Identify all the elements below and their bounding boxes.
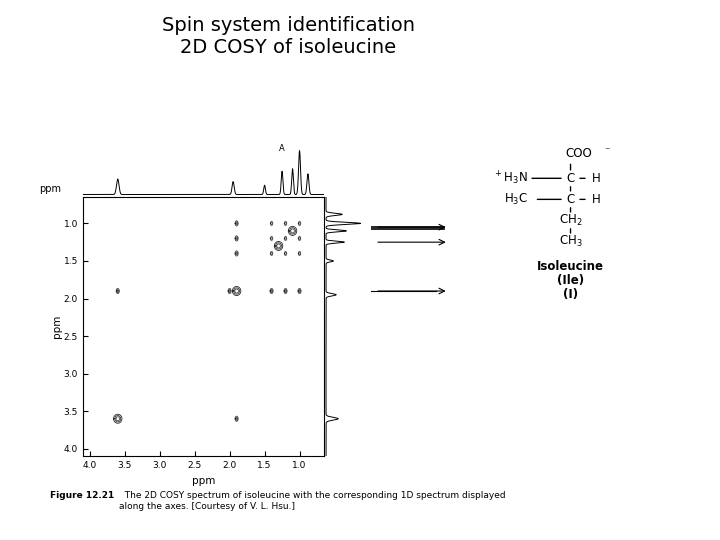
Text: C: C (567, 172, 575, 185)
Text: $^+$H$_3$N: $^+$H$_3$N (493, 170, 528, 187)
Text: Figure 12.21: Figure 12.21 (50, 491, 114, 501)
Text: ppm: ppm (40, 184, 61, 194)
Y-axis label: ppm: ppm (52, 315, 62, 339)
Text: H$_3$C: H$_3$C (504, 192, 528, 207)
Text: ⁻: ⁻ (604, 147, 609, 157)
Text: (Ile): (Ile) (557, 274, 584, 287)
Text: H: H (592, 172, 600, 185)
Text: COO: COO (565, 147, 592, 160)
Text: Isoleucine: Isoleucine (537, 260, 604, 273)
Text: Spin system identification
2D COSY of isoleucine: Spin system identification 2D COSY of is… (161, 16, 415, 57)
Text: H: H (592, 193, 600, 206)
Text: A: A (279, 144, 285, 153)
Text: C: C (567, 193, 575, 206)
Text: CH$_2$: CH$_2$ (559, 213, 582, 228)
Text: CH$_3$: CH$_3$ (559, 234, 582, 249)
X-axis label: ppm: ppm (192, 476, 215, 485)
Text: The 2D COSY spectrum of isoleucine with the corresponding 1D spectrum displayed
: The 2D COSY spectrum of isoleucine with … (119, 491, 505, 511)
Text: (I): (I) (563, 288, 578, 301)
